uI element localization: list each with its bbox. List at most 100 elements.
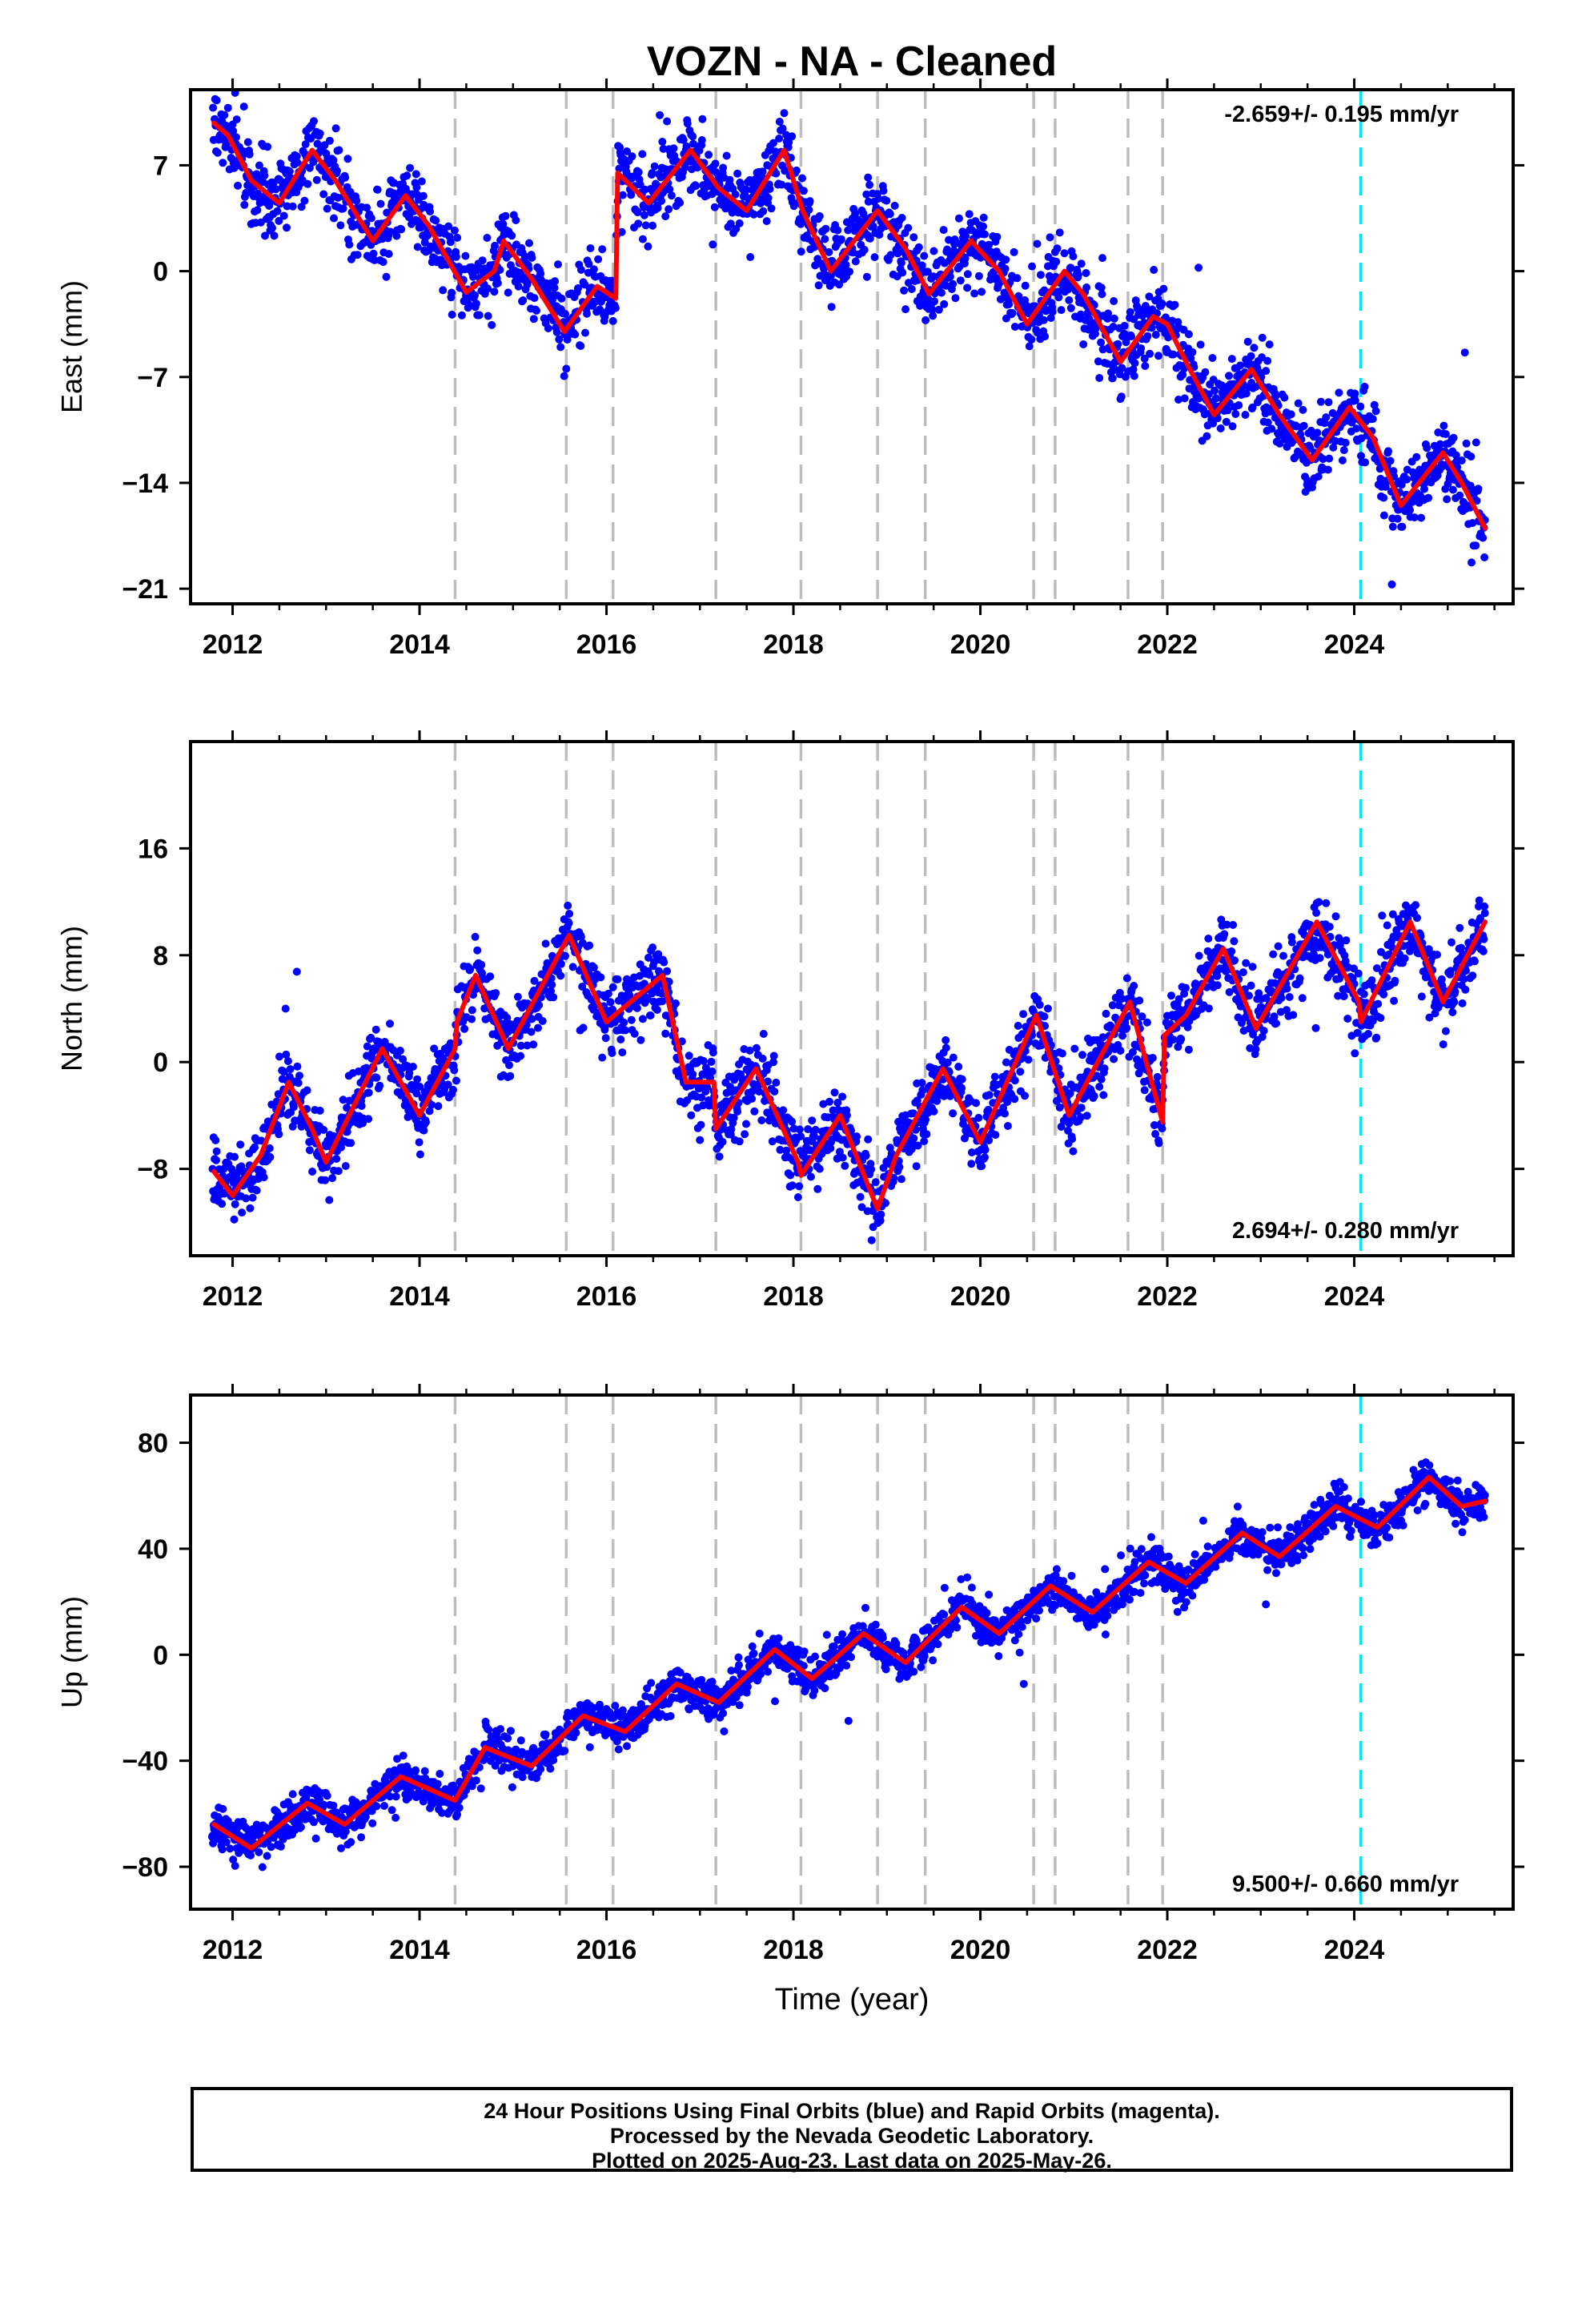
data-point xyxy=(266,1152,275,1161)
data-point xyxy=(315,1106,324,1115)
data-point xyxy=(862,190,871,199)
data-point xyxy=(478,256,487,265)
data-point xyxy=(746,253,755,261)
data-point xyxy=(412,1089,421,1098)
data-point xyxy=(1411,901,1420,910)
data-point xyxy=(780,109,789,118)
data-point xyxy=(1390,996,1399,1005)
data-point xyxy=(372,1073,381,1082)
data-point xyxy=(334,1167,343,1176)
data-point xyxy=(357,1102,366,1110)
data-point xyxy=(1098,1033,1107,1042)
data-point xyxy=(1008,308,1017,317)
data-point xyxy=(386,1019,394,1028)
data-point xyxy=(934,305,943,314)
data-point xyxy=(904,223,913,232)
data-point xyxy=(718,1137,727,1146)
data-point xyxy=(909,233,918,242)
data-point xyxy=(1178,370,1187,379)
data-point xyxy=(490,287,499,296)
data-point xyxy=(420,1126,428,1135)
data-point xyxy=(1225,987,1234,996)
data-point xyxy=(1148,1054,1157,1062)
data-point xyxy=(793,1193,802,1201)
data-point xyxy=(1090,1092,1098,1100)
data-point xyxy=(1204,1004,1213,1013)
data-point xyxy=(332,1808,341,1817)
data-point xyxy=(1410,513,1419,522)
data-point xyxy=(644,953,652,962)
data-point xyxy=(1271,392,1280,400)
data-point xyxy=(917,1079,926,1088)
data-point xyxy=(325,136,334,145)
data-point xyxy=(530,294,539,303)
data-point xyxy=(942,1035,950,1044)
data-point xyxy=(364,1088,373,1097)
data-point xyxy=(943,245,952,254)
data-point xyxy=(1287,410,1295,419)
data-point xyxy=(564,901,572,910)
data-point xyxy=(552,940,561,949)
data-point xyxy=(1439,1040,1447,1049)
data-point xyxy=(945,235,953,244)
data-point xyxy=(633,208,642,217)
data-point xyxy=(1229,921,1238,929)
data-point xyxy=(870,253,879,262)
data-point xyxy=(697,1120,705,1129)
data-point xyxy=(961,254,970,263)
data-point xyxy=(1468,519,1477,528)
data-point xyxy=(598,1053,607,1062)
data-point xyxy=(211,1136,220,1144)
data-point xyxy=(213,148,222,157)
data-point xyxy=(967,1160,976,1168)
data-point xyxy=(363,1042,371,1051)
data-point xyxy=(967,1148,976,1156)
data-point xyxy=(1267,987,1276,995)
data-point xyxy=(1311,936,1319,945)
data-point xyxy=(513,992,522,1001)
data-point xyxy=(928,305,937,314)
data-point xyxy=(1309,950,1318,959)
data-point xyxy=(1147,324,1156,332)
data-point xyxy=(1078,1051,1086,1059)
data-point xyxy=(667,191,676,200)
data-point xyxy=(1235,401,1243,409)
data-point xyxy=(842,1111,851,1120)
data-point xyxy=(1019,1010,1028,1019)
data-point xyxy=(283,1057,292,1065)
data-point xyxy=(616,1035,625,1043)
data-point xyxy=(1060,249,1069,258)
data-point xyxy=(1158,1124,1166,1133)
data-point xyxy=(1376,1014,1385,1023)
data-point xyxy=(1443,495,1452,504)
data-point xyxy=(375,1081,384,1090)
data-point xyxy=(699,1101,708,1110)
data-point xyxy=(449,1085,457,1094)
data-point xyxy=(648,221,657,230)
data-point xyxy=(917,261,926,270)
data-point xyxy=(1001,1109,1009,1118)
data-point xyxy=(922,1130,931,1139)
data-point xyxy=(295,1072,303,1080)
data-point xyxy=(811,261,820,270)
data-point xyxy=(1079,340,1088,348)
data-point xyxy=(562,364,571,373)
data-point xyxy=(900,286,909,295)
data-point xyxy=(769,1051,778,1060)
data-point xyxy=(426,207,435,216)
data-point xyxy=(253,206,262,215)
data-point xyxy=(1251,383,1260,392)
data-point xyxy=(446,238,455,247)
data-point xyxy=(231,1200,239,1208)
data-point xyxy=(1236,1002,1245,1011)
data-point xyxy=(1388,522,1397,531)
data-point xyxy=(940,300,949,308)
x-tick-label: 2018 xyxy=(763,629,824,660)
data-point xyxy=(1024,1055,1033,1064)
data-point xyxy=(871,1178,880,1187)
data-point xyxy=(1269,950,1278,959)
data-point xyxy=(993,232,1002,241)
data-point xyxy=(788,132,797,141)
data-point xyxy=(958,1084,966,1092)
data-point xyxy=(1055,228,1064,237)
